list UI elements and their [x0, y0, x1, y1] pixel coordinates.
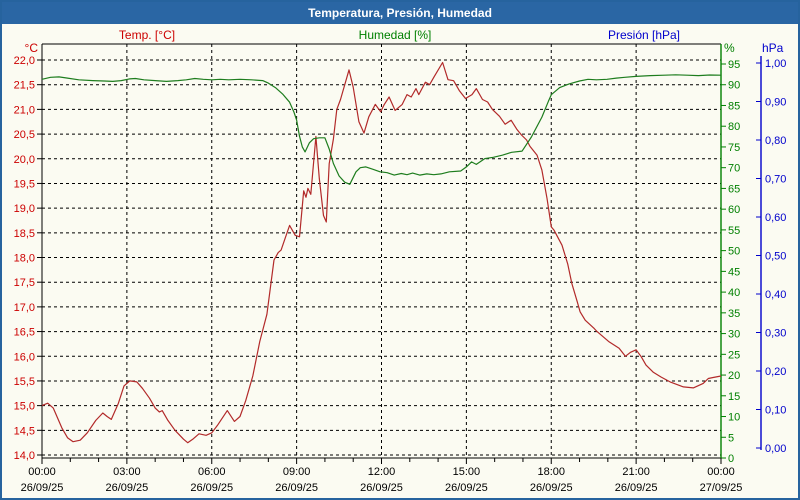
x-tick-time-label: 18:00 [537, 466, 565, 478]
temp-tick-label: 16,0 [14, 351, 35, 363]
x-tick-time-label: 00:00 [28, 466, 56, 478]
legend-humidity: Humedad [%] [358, 28, 432, 42]
pressure-tick-label: 0,80 [765, 135, 786, 147]
temp-tick-label: 21,0 [14, 104, 35, 116]
pressure-tick-label: 0,90 [765, 97, 786, 109]
temp-tick-label: 22,0 [14, 55, 35, 67]
humidity-tick-label: 85 [728, 100, 740, 112]
x-tick-date-label: 26/09/25 [21, 482, 64, 494]
pressure-tick-label: 0,40 [765, 289, 786, 301]
humidity-tick-label: 50 [728, 246, 740, 258]
humidity-tick-label: 45 [728, 266, 740, 278]
humidity-tick-label: 40 [728, 287, 740, 299]
humidity-series-line [41, 74, 722, 185]
pressure-tick-label: 0,70 [765, 174, 786, 186]
temperature-axis-unit: °C [24, 41, 38, 55]
humidity-tick-label: 15 [728, 391, 740, 403]
temp-tick-label: 21,5 [14, 80, 35, 92]
humidity-tick-label: 55 [728, 225, 740, 237]
pressure-axis-unit: hPa [762, 41, 784, 55]
legend-pressure: Presión [hPa] [607, 28, 681, 42]
temp-tick-label: 17,5 [14, 277, 35, 289]
humidity-tick-label: 25 [728, 349, 740, 361]
pressure-tick-label: 0,50 [765, 251, 786, 263]
x-tick-time-label: 06:00 [198, 466, 226, 478]
humidity-tick-label: 5 [728, 432, 734, 444]
x-tick-date-label: 26/09/25 [190, 482, 233, 494]
humidity-tick-label: 65 [728, 183, 740, 195]
window-title: Temperatura, Presión, Humedad [308, 6, 492, 20]
x-tick-date-label: 26/09/25 [530, 482, 573, 494]
temp-tick-label: 16,5 [14, 327, 35, 339]
temp-tick-label: 18,0 [14, 253, 35, 265]
x-tick-date-label: 26/09/25 [445, 482, 488, 494]
temp-tick-label: 20,5 [14, 129, 35, 141]
humidity-tick-label: 10 [728, 412, 740, 424]
x-tick-date-label: 26/09/25 [275, 482, 318, 494]
x-tick-time-label: 12:00 [368, 466, 396, 478]
humidity-tick-label: 95 [728, 59, 740, 71]
x-tick-time-label: 09:00 [283, 466, 311, 478]
pressure-tick-label: 1,00 [765, 58, 786, 70]
x-tick-date-label: 26/09/25 [105, 482, 148, 494]
temp-tick-label: 14,5 [14, 425, 35, 437]
x-tick-time-label: 03:00 [113, 466, 141, 478]
title-bar: Temperatura, Presión, Humedad [2, 2, 798, 24]
x-tick-time-label: 15:00 [453, 466, 481, 478]
x-tick-date-label: 26/09/25 [615, 482, 658, 494]
temp-tick-label: 17,0 [14, 302, 35, 314]
temp-tick-label: 18,5 [14, 228, 35, 240]
humidity-tick-label: 0 [728, 453, 734, 465]
temperature-series-line [41, 61, 722, 444]
temp-tick-label: 19,0 [14, 203, 35, 215]
temp-tick-label: 14,0 [14, 450, 35, 462]
temp-tick-label: 20,0 [14, 154, 35, 166]
humidity-tick-label: 35 [728, 308, 740, 320]
temp-tick-label: 19,5 [14, 178, 35, 190]
humidity-tick-label: 20 [728, 370, 740, 382]
humidity-tick-label: 75 [728, 142, 740, 154]
x-tick-date-label: 27/09/25 [700, 482, 743, 494]
x-tick-time-label: 00:00 [707, 466, 735, 478]
humidity-axis-unit: % [724, 41, 735, 55]
legend-temperature: Temp. [°C] [118, 28, 176, 42]
pressure-tick-label: 0,60 [765, 212, 786, 224]
pressure-tick-label: 0,10 [765, 405, 786, 417]
humidity-tick-label: 60 [728, 204, 740, 216]
humidity-tick-label: 90 [728, 80, 740, 92]
humidity-tick-label: 70 [728, 163, 740, 175]
pressure-tick-label: 0,20 [765, 366, 786, 378]
temp-tick-label: 15,0 [14, 401, 35, 413]
x-tick-date-label: 26/09/25 [360, 482, 403, 494]
temp-tick-label: 15,5 [14, 376, 35, 388]
humidity-tick-label: 80 [728, 121, 740, 133]
pressure-tick-label: 0,00 [765, 443, 786, 455]
humidity-tick-label: 30 [728, 329, 740, 341]
pressure-tick-label: 0,30 [765, 328, 786, 340]
x-tick-time-label: 21:00 [622, 466, 650, 478]
